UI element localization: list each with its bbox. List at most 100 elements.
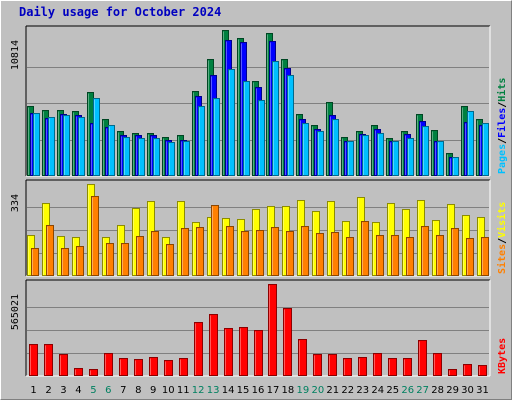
bar-kbytes-day-25 [388,358,397,376]
bar-kbytes-day-29 [448,369,457,376]
bar-pages-day-24 [377,133,384,176]
x-tick-label: 5 [90,385,96,396]
bar-pages-day-6 [108,125,115,176]
bar-pages-day-14 [228,69,235,176]
bar-pages-day-17 [272,61,279,176]
bar-sites-day-27 [421,226,429,276]
x-tick-label: 19 [297,385,310,396]
bar-sites-day-6 [106,243,114,276]
bar-kbytes-day-15 [239,327,248,376]
x-tick-label: 25 [386,385,399,396]
bar-sites-day-30 [466,238,474,276]
x-tick-label: 9 [150,385,156,396]
x-tick-label: 28 [431,385,444,396]
bar-sites-day-11 [181,228,189,276]
bar-sites-day-4 [76,246,84,276]
bar-kbytes-day-28 [433,353,442,376]
x-tick-label: 20 [312,385,325,396]
bar-sites-day-1 [31,248,39,276]
x-tick-label: 21 [326,385,339,396]
legend: Sites/Visits [496,202,508,274]
bar-sites-day-28 [436,235,444,276]
legend: Pages/Files/Hits [496,78,508,174]
bar-kbytes-day-2 [44,344,53,376]
bar-pages-day-27 [422,126,429,176]
bar-pages-day-26 [407,138,414,176]
x-tick-label: 24 [371,385,384,396]
bar-pages-day-21 [332,119,339,176]
legend-pages: Pages [497,144,508,174]
panel-visits-sites: 334 Sites/Visits [10,179,508,277]
bar-kbytes-day-12 [194,322,203,376]
x-tick-label: 18 [282,385,295,396]
bar-kbytes-day-20 [313,354,322,376]
legend-sites: Sites [496,244,508,274]
x-tick-label: 17 [267,385,280,396]
bar-pages-day-28 [437,141,444,176]
bar-pages-day-1 [33,113,40,176]
bar-pages-day-16 [258,100,265,176]
bar-pages-day-30 [467,111,474,176]
bar-kbytes-day-8 [134,359,143,376]
bar-sites-day-5 [91,196,99,276]
bar-kbytes-day-30 [463,364,472,376]
bar-sites-day-10 [166,244,174,276]
bar-kbytes-day-17 [268,284,277,376]
bar-pages-day-11 [183,141,190,176]
bar-pages-day-12 [198,106,205,176]
x-tick-label: 1 [30,385,36,396]
bar-kbytes-day-9 [149,357,158,376]
bar-pages-day-19 [302,123,309,176]
bar-pages-day-9 [153,138,160,176]
x-tick-label: 31 [476,385,489,396]
bar-pages-day-23 [362,135,369,176]
bar-sites-day-26 [406,237,414,276]
chart-title: Daily usage for October 2024 [19,5,222,19]
bar-sites-day-8 [136,236,144,276]
bar-kbytes-day-5 [89,369,98,376]
x-tick-label: 2 [45,385,51,396]
legend-separator: / [497,238,508,244]
bar-sites-day-22 [346,237,354,276]
legend-files: Files [496,108,508,138]
legend-separator: / [497,102,508,108]
bar-kbytes-day-24 [373,353,382,376]
x-tick-label: 16 [252,385,265,396]
bar-sites-day-2 [46,225,54,276]
bar-kbytes-day-18 [283,308,292,376]
bar-kbytes-day-3 [59,354,68,376]
bar-kbytes-day-7 [119,358,128,376]
bar-sites-day-3 [61,248,69,276]
bar-kbytes-day-4 [74,368,83,376]
x-tick-label: 8 [135,385,141,396]
bar-kbytes-day-22 [343,358,352,376]
x-tick-label: 12 [192,385,205,396]
bar-kbytes-day-21 [328,354,337,376]
bar-sites-day-7 [121,243,129,276]
legend-hits: Hits [496,78,508,102]
bar-pages-day-22 [347,141,354,176]
bar-pages-day-15 [243,81,250,176]
max-value-label: 565021 [10,294,21,330]
x-tick-label: 26 [401,385,414,396]
bar-kbytes-day-13 [209,314,218,376]
bar-kbytes-day-14 [224,328,233,376]
bar-sites-day-13 [211,205,219,276]
bar-sites-day-19 [301,226,309,276]
bar-kbytes-day-1 [29,344,38,376]
bar-sites-day-14 [226,226,234,276]
bar-sites-day-12 [196,227,204,276]
bar-pages-day-4 [78,117,85,176]
bar-kbytes-day-11 [179,358,188,376]
x-tick-label: 27 [416,385,429,396]
bar-pages-day-25 [392,141,399,176]
x-tick-label: 14 [222,385,235,396]
bar-pages-day-2 [48,117,55,176]
x-tick-label: 22 [341,385,354,396]
bar-kbytes-day-10 [164,360,173,376]
max-value-label: 334 [10,194,21,212]
x-tick-label: 29 [446,385,459,396]
x-tick-label: 7 [120,385,126,396]
